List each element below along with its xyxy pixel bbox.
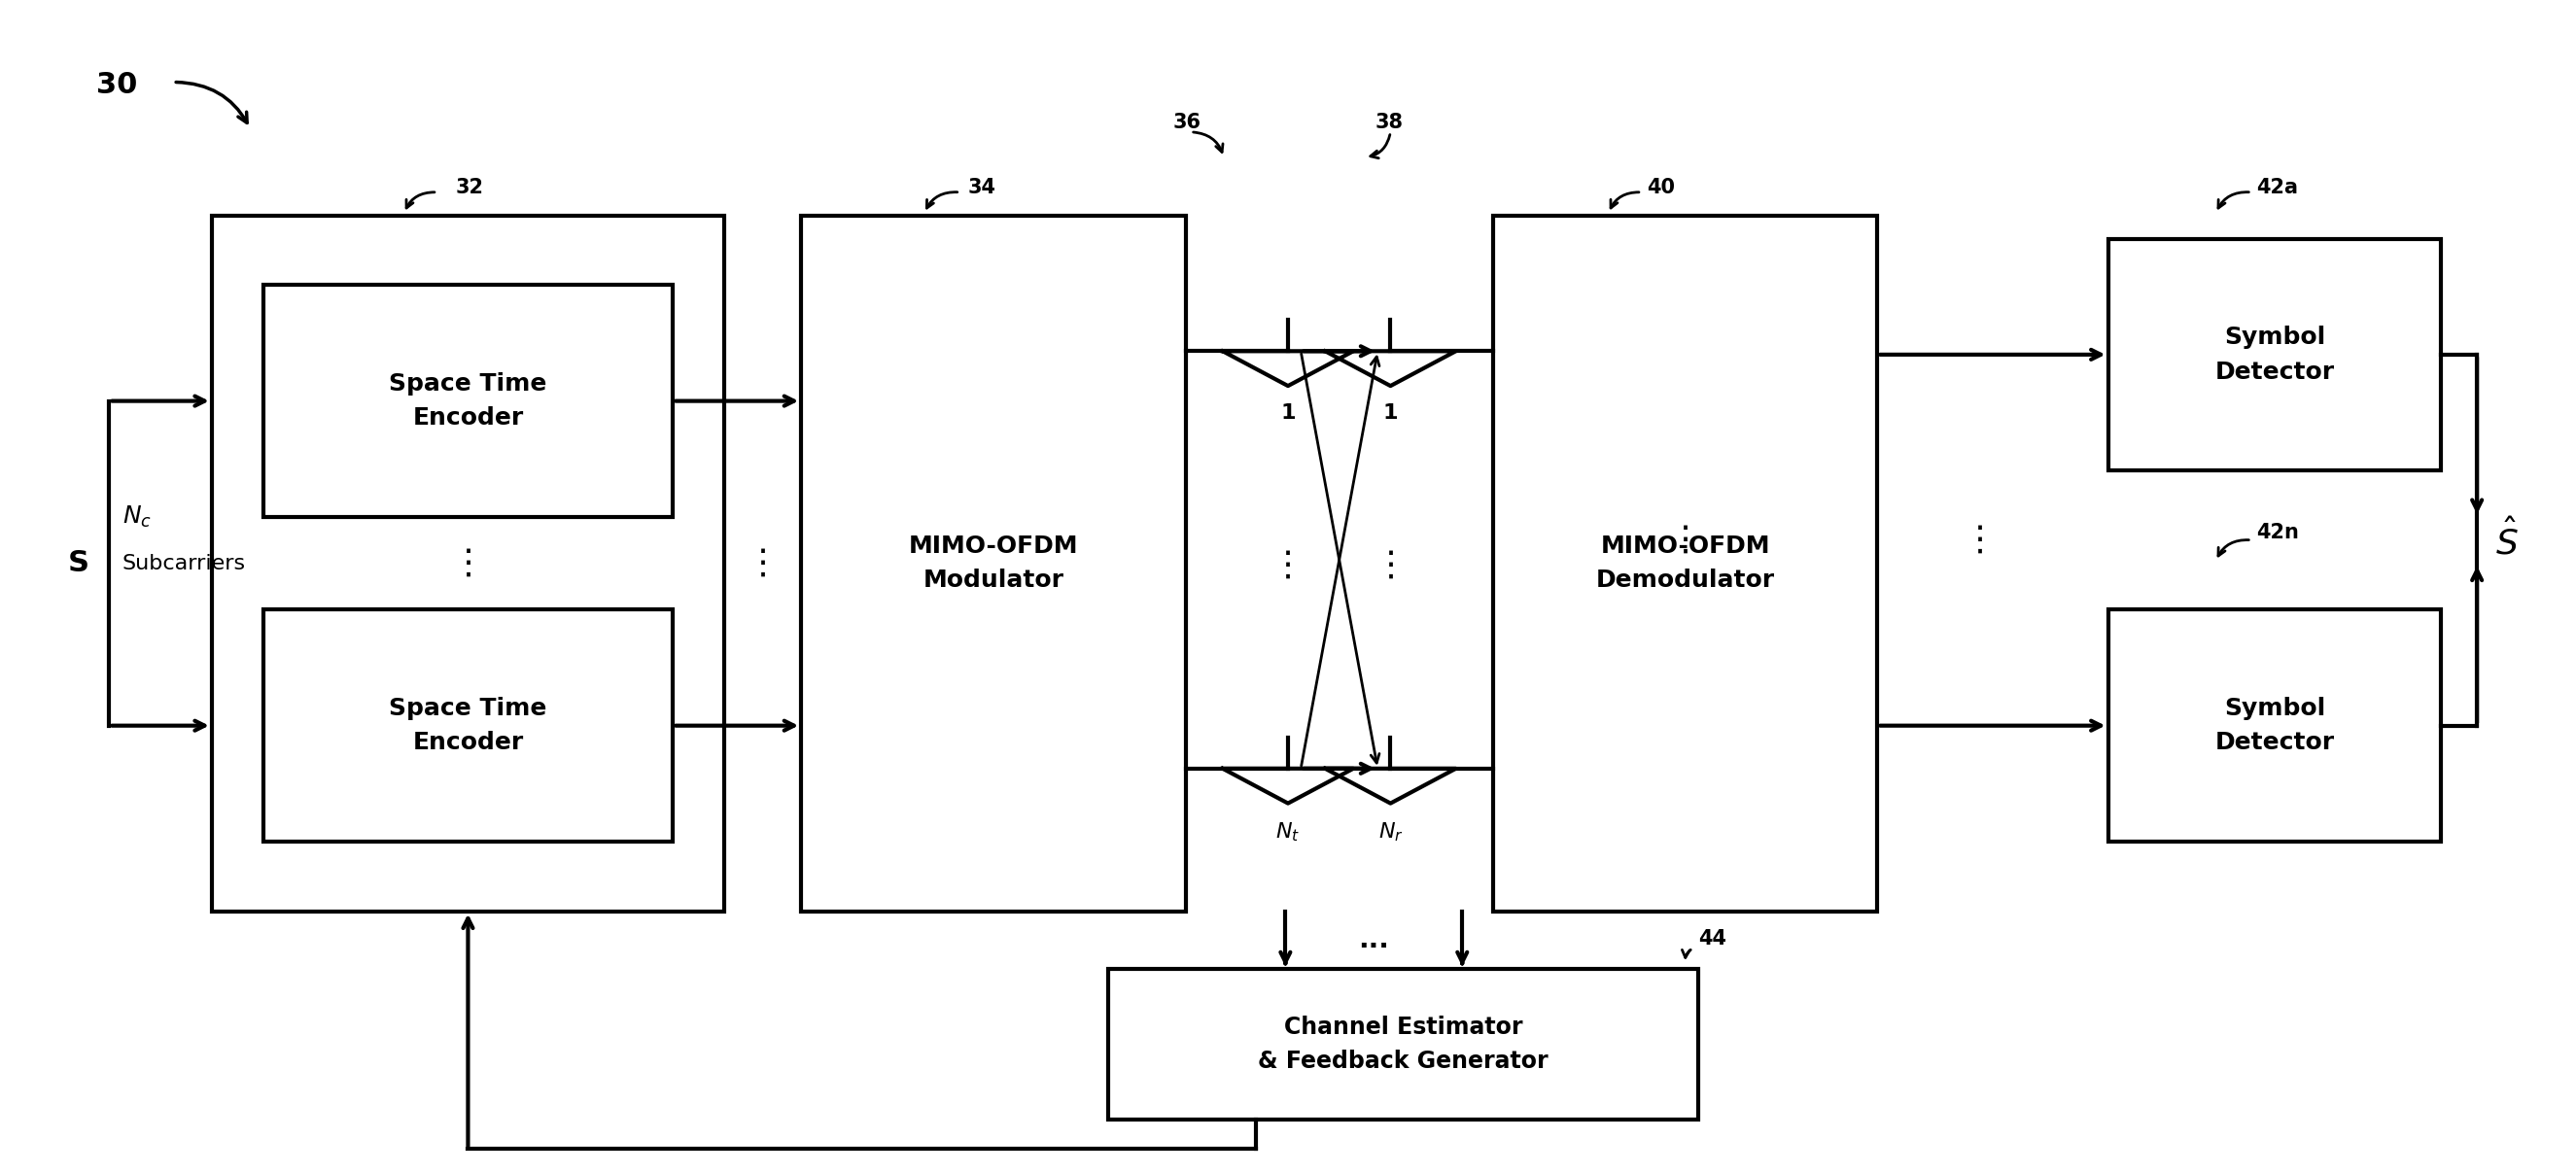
Text: 42n: 42n bbox=[2257, 523, 2300, 542]
Text: Symbol
Detector: Symbol Detector bbox=[2215, 326, 2334, 384]
Text: 40: 40 bbox=[1646, 177, 1674, 197]
Text: 32: 32 bbox=[456, 177, 484, 197]
Text: MIMO-OFDM
Demodulator: MIMO-OFDM Demodulator bbox=[1595, 535, 1775, 592]
Text: 34: 34 bbox=[969, 177, 997, 197]
Text: 30: 30 bbox=[95, 70, 137, 99]
Text: Space Time
Encoder: Space Time Encoder bbox=[389, 697, 546, 754]
Bar bbox=[2107, 238, 2442, 470]
Text: Subcarriers: Subcarriers bbox=[121, 554, 245, 574]
Bar bbox=[2107, 610, 2442, 841]
Text: $N_t$: $N_t$ bbox=[1275, 821, 1301, 843]
Text: 38: 38 bbox=[1376, 113, 1404, 133]
Polygon shape bbox=[1324, 768, 1455, 804]
Text: $N_r$: $N_r$ bbox=[1378, 821, 1404, 843]
Text: MIMO-OFDM
Modulator: MIMO-OFDM Modulator bbox=[909, 535, 1079, 592]
Polygon shape bbox=[1224, 351, 1352, 386]
Text: $\hat{S}$: $\hat{S}$ bbox=[2496, 520, 2519, 561]
Bar bbox=[211, 216, 724, 911]
Text: Symbol
Detector: Symbol Detector bbox=[2215, 697, 2334, 754]
Text: 1: 1 bbox=[1280, 404, 1296, 422]
Text: 44: 44 bbox=[1698, 929, 1726, 948]
Text: 42a: 42a bbox=[2257, 177, 2298, 197]
Text: ⋮: ⋮ bbox=[1373, 549, 1409, 582]
Text: ⋮: ⋮ bbox=[1270, 549, 1306, 582]
Text: ⋮: ⋮ bbox=[1667, 523, 1703, 557]
Bar bbox=[263, 610, 672, 841]
Text: S: S bbox=[67, 549, 88, 577]
Text: ⋮: ⋮ bbox=[451, 547, 484, 579]
Text: ...: ... bbox=[1358, 927, 1388, 954]
Bar bbox=[263, 285, 672, 517]
Text: Space Time
Encoder: Space Time Encoder bbox=[389, 372, 546, 429]
Text: 36: 36 bbox=[1172, 113, 1200, 133]
Bar bbox=[801, 216, 1185, 911]
Text: ⋮: ⋮ bbox=[1963, 523, 1996, 557]
Text: $N_c$: $N_c$ bbox=[121, 504, 152, 530]
Bar bbox=[1494, 216, 1878, 911]
Text: Channel Estimator
& Feedback Generator: Channel Estimator & Feedback Generator bbox=[1257, 1016, 1548, 1073]
Bar bbox=[1108, 969, 1698, 1120]
Text: ⋮: ⋮ bbox=[744, 547, 781, 579]
Text: 1: 1 bbox=[1383, 404, 1399, 422]
Polygon shape bbox=[1224, 768, 1352, 804]
Polygon shape bbox=[1324, 351, 1455, 386]
